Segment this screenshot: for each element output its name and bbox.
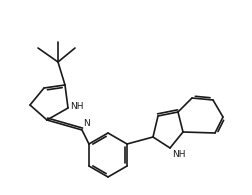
Text: NH: NH [171,150,185,159]
Text: N: N [83,119,89,128]
Text: NH: NH [70,103,83,112]
